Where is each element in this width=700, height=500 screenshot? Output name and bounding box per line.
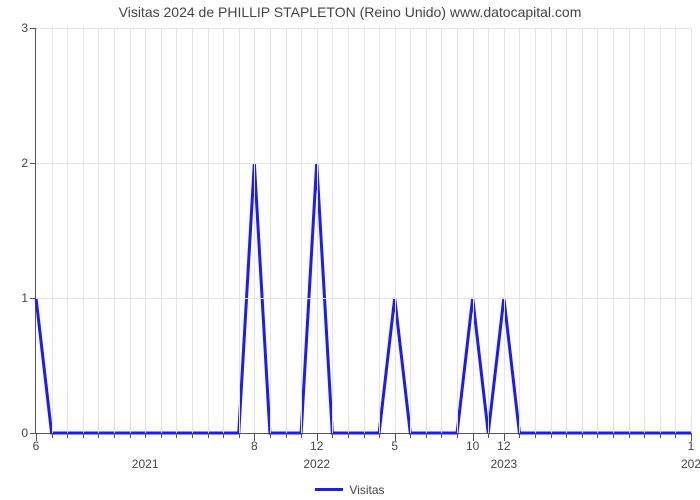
legend-label: Visitas — [349, 483, 384, 497]
x-minor-tick — [519, 433, 520, 438]
vgrid-line — [286, 28, 287, 433]
x-minor-tick — [566, 433, 567, 438]
vgrid-line — [551, 28, 552, 433]
x-tick-label: 12 — [310, 433, 323, 453]
vgrid-line — [317, 28, 318, 433]
x-minor-tick — [582, 433, 583, 438]
x-tick-label: 1 — [688, 433, 695, 453]
vgrid-line — [441, 28, 442, 433]
x-minor-tick — [348, 433, 349, 438]
x-tick-label: 10 — [466, 433, 479, 453]
x-tick-label: 12 — [497, 433, 510, 453]
x-minor-tick — [130, 433, 131, 438]
vgrid-line — [254, 28, 255, 433]
x-year-label: 2022 — [303, 457, 330, 471]
vgrid-line — [473, 28, 474, 433]
vgrid-line — [597, 28, 598, 433]
vgrid-line — [364, 28, 365, 433]
vgrid-line — [208, 28, 209, 433]
vgrid-line — [161, 28, 162, 433]
x-year-label: 202 — [681, 457, 700, 471]
vgrid-line — [675, 28, 676, 433]
y-tick-label: 1 — [21, 291, 36, 305]
vgrid-line — [582, 28, 583, 433]
vgrid-line — [426, 28, 427, 433]
x-minor-tick — [535, 433, 536, 438]
x-minor-tick — [410, 433, 411, 438]
x-minor-tick — [301, 433, 302, 438]
x-minor-tick — [192, 433, 193, 438]
x-tick-label: 5 — [391, 433, 398, 453]
x-minor-tick — [644, 433, 645, 438]
x-minor-tick — [660, 433, 661, 438]
vgrid-line — [348, 28, 349, 433]
vgrid-line — [301, 28, 302, 433]
vgrid-line — [519, 28, 520, 433]
x-minor-tick — [457, 433, 458, 438]
x-minor-tick — [67, 433, 68, 438]
x-minor-tick — [675, 433, 676, 438]
vgrid-line — [270, 28, 271, 433]
x-minor-tick — [270, 433, 271, 438]
vgrid-line — [332, 28, 333, 433]
vgrid-line — [613, 28, 614, 433]
vgrid-line — [145, 28, 146, 433]
vgrid-line — [98, 28, 99, 433]
visits-line-chart: Visitas 2024 de PHILLIP STAPLETON (Reino… — [0, 0, 700, 500]
x-minor-tick — [441, 433, 442, 438]
vgrid-line — [379, 28, 380, 433]
x-year-label: 2021 — [132, 457, 159, 471]
x-minor-tick — [286, 433, 287, 438]
vgrid-line — [223, 28, 224, 433]
vgrid-line — [239, 28, 240, 433]
vgrid-line — [629, 28, 630, 433]
vgrid-line — [192, 28, 193, 433]
legend-item-visitas: Visitas — [315, 483, 384, 497]
x-minor-tick — [613, 433, 614, 438]
x-minor-tick — [114, 433, 115, 438]
x-minor-tick — [488, 433, 489, 438]
x-minor-tick — [364, 433, 365, 438]
x-tick-label: 8 — [251, 433, 258, 453]
vgrid-line — [67, 28, 68, 433]
vgrid-line — [644, 28, 645, 433]
x-minor-tick — [83, 433, 84, 438]
vgrid-line — [395, 28, 396, 433]
legend: Visitas — [0, 478, 700, 497]
vgrid-line — [488, 28, 489, 433]
x-minor-tick — [426, 433, 427, 438]
x-minor-tick — [239, 433, 240, 438]
vgrid-line — [176, 28, 177, 433]
vgrid-line — [566, 28, 567, 433]
vgrid-line — [660, 28, 661, 433]
vgrid-line — [130, 28, 131, 433]
x-minor-tick — [52, 433, 53, 438]
x-minor-tick — [379, 433, 380, 438]
vgrid-line — [83, 28, 84, 433]
y-tick-label: 3 — [21, 21, 36, 35]
chart-title: Visitas 2024 de PHILLIP STAPLETON (Reino… — [0, 4, 700, 20]
vgrid-line — [504, 28, 505, 433]
vgrid-line — [410, 28, 411, 433]
x-tick-label: 6 — [33, 433, 40, 453]
vgrid-line — [535, 28, 536, 433]
x-minor-tick — [551, 433, 552, 438]
x-minor-tick — [629, 433, 630, 438]
y-tick-label: 2 — [21, 156, 36, 170]
x-minor-tick — [208, 433, 209, 438]
x-minor-tick — [176, 433, 177, 438]
x-year-label: 2023 — [490, 457, 517, 471]
plot-area: 01236812510121202120222023202 — [35, 28, 691, 434]
x-minor-tick — [161, 433, 162, 438]
x-minor-tick — [332, 433, 333, 438]
legend-swatch — [315, 488, 343, 491]
vgrid-line — [52, 28, 53, 433]
vgrid-line — [691, 28, 692, 433]
vgrid-line — [114, 28, 115, 433]
x-minor-tick — [145, 433, 146, 438]
x-minor-tick — [597, 433, 598, 438]
x-minor-tick — [223, 433, 224, 438]
x-minor-tick — [98, 433, 99, 438]
vgrid-line — [457, 28, 458, 433]
